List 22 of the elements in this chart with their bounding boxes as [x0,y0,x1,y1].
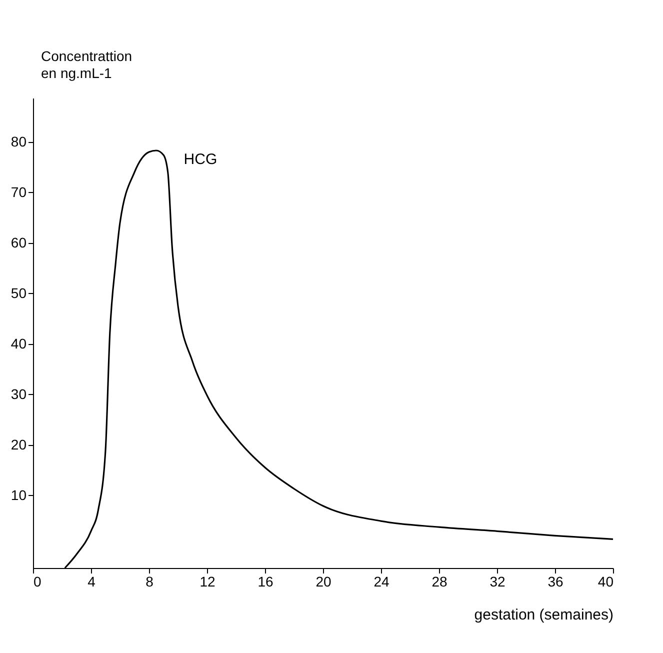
x-tick-label: 4 [88,574,96,590]
x-tick-label: 20 [316,574,332,590]
x-tick-label: 40 [598,574,614,590]
x-tick-label: 28 [432,574,448,590]
x-axis-title: gestation (semaines) [474,606,614,624]
x-tick-label: 24 [374,574,390,590]
x-tick-label: 8 [146,574,154,590]
y-axis-title: Concentrattion en ng.mL-1 [41,48,132,81]
annotation: HCG [184,151,218,168]
y-tick-label: 60 [10,234,27,250]
y-tick-label: 70 [10,184,27,200]
x-tick-label: 32 [490,574,506,590]
x-tick-label: 0 [34,574,42,590]
x-tick-label: 12 [200,574,216,590]
x-tick-label: 36 [548,574,564,590]
y-tick-label: 30 [10,386,27,402]
y-tick-label: 80 [10,133,27,150]
y-tick-label: 50 [10,284,27,301]
x-tick-label: 16 [258,574,274,590]
y-tick-label: 10 [10,486,27,503]
y-tick-label: 20 [10,436,27,452]
y-tick-label: 40 [10,335,27,352]
